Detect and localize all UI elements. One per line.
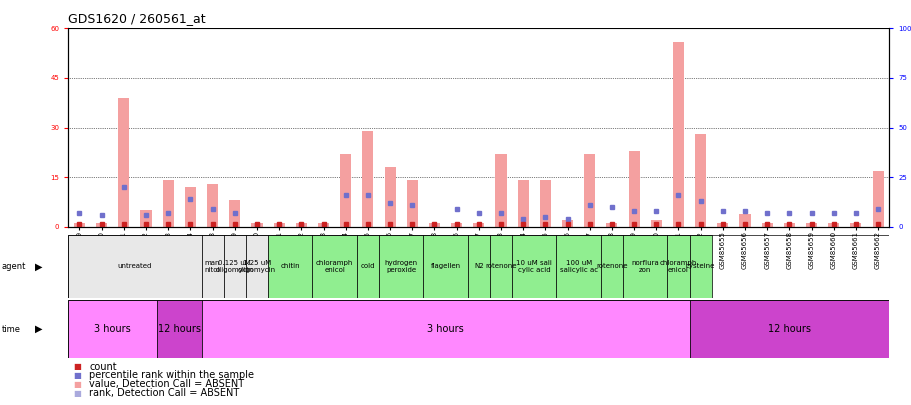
- Bar: [229, 200, 241, 227]
- Bar: [68, 235, 201, 298]
- Text: agent: agent: [2, 262, 26, 271]
- Bar: [872, 171, 883, 227]
- Bar: [694, 134, 705, 227]
- Text: 12 hours: 12 hours: [158, 324, 200, 334]
- Bar: [384, 167, 395, 227]
- Bar: [650, 220, 661, 227]
- Bar: [96, 224, 107, 227]
- Bar: [511, 235, 556, 298]
- Text: 100 uM
salicylic ac: 100 uM salicylic ac: [559, 260, 597, 273]
- Text: 1.25 uM
oligomycin: 1.25 uM oligomycin: [238, 260, 276, 273]
- Bar: [251, 224, 262, 227]
- Text: ■: ■: [73, 380, 81, 389]
- Bar: [268, 235, 312, 298]
- Bar: [340, 154, 351, 227]
- Bar: [406, 181, 417, 227]
- Text: value, Detection Call = ABSENT: value, Detection Call = ABSENT: [89, 379, 244, 389]
- Bar: [761, 224, 772, 227]
- Bar: [672, 42, 683, 227]
- Bar: [207, 184, 218, 227]
- Text: N2: N2: [474, 263, 483, 269]
- Bar: [517, 181, 528, 227]
- Bar: [223, 235, 246, 298]
- Bar: [362, 131, 373, 227]
- Bar: [74, 224, 85, 227]
- Text: ■: ■: [73, 371, 81, 380]
- Text: ▶: ▶: [35, 261, 42, 271]
- Bar: [473, 224, 484, 227]
- Text: GDS1620 / 260561_at: GDS1620 / 260561_at: [68, 12, 206, 25]
- Text: 12 hours: 12 hours: [767, 324, 810, 334]
- Bar: [118, 98, 129, 227]
- Bar: [295, 224, 306, 227]
- Bar: [185, 187, 196, 227]
- Bar: [689, 300, 888, 358]
- Text: count: count: [89, 362, 117, 371]
- Text: chloramph
enicol: chloramph enicol: [315, 260, 353, 273]
- Text: 0.125 uM
oligomycin: 0.125 uM oligomycin: [216, 260, 253, 273]
- Text: flagellen: flagellen: [430, 263, 460, 269]
- Bar: [356, 235, 379, 298]
- Bar: [451, 224, 462, 227]
- Bar: [495, 154, 506, 227]
- Text: chloramph
enicol: chloramph enicol: [659, 260, 696, 273]
- Text: man
nitol: man nitol: [205, 260, 220, 273]
- Text: rotenone: rotenone: [596, 263, 627, 269]
- Bar: [489, 235, 511, 298]
- Bar: [628, 151, 639, 227]
- Text: 3 hours: 3 hours: [95, 324, 131, 334]
- Bar: [68, 300, 157, 358]
- Text: norflura
zon: norflura zon: [630, 260, 659, 273]
- Bar: [584, 154, 595, 227]
- Bar: [312, 235, 356, 298]
- Bar: [539, 181, 550, 227]
- Text: 10 uM sali
cylic acid: 10 uM sali cylic acid: [516, 260, 551, 273]
- Bar: [739, 213, 750, 227]
- Bar: [162, 181, 174, 227]
- Bar: [622, 235, 667, 298]
- Text: chitin: chitin: [280, 263, 300, 269]
- Bar: [273, 224, 284, 227]
- Text: hydrogen
peroxide: hydrogen peroxide: [384, 260, 417, 273]
- Bar: [318, 224, 329, 227]
- Text: 3 hours: 3 hours: [426, 324, 464, 334]
- Text: ■: ■: [73, 389, 81, 398]
- Text: ■: ■: [73, 362, 81, 371]
- Text: ▶: ▶: [35, 324, 42, 334]
- Text: cysteine: cysteine: [685, 263, 714, 269]
- Bar: [606, 224, 617, 227]
- Bar: [423, 235, 467, 298]
- Text: cold: cold: [360, 263, 374, 269]
- Text: rotenone: rotenone: [485, 263, 517, 269]
- Text: percentile rank within the sample: percentile rank within the sample: [89, 371, 254, 380]
- Text: rank, Detection Call = ABSENT: rank, Detection Call = ABSENT: [89, 388, 240, 398]
- Bar: [428, 224, 439, 227]
- Bar: [140, 210, 151, 227]
- Bar: [379, 235, 423, 298]
- Bar: [849, 224, 861, 227]
- Bar: [467, 235, 489, 298]
- Bar: [201, 235, 223, 298]
- Bar: [600, 235, 622, 298]
- Bar: [689, 235, 711, 298]
- Bar: [157, 300, 201, 358]
- Bar: [556, 235, 600, 298]
- Bar: [827, 224, 838, 227]
- Bar: [783, 224, 794, 227]
- Bar: [716, 224, 728, 227]
- Bar: [805, 224, 816, 227]
- Bar: [667, 235, 689, 298]
- Bar: [561, 220, 572, 227]
- Bar: [201, 300, 689, 358]
- Text: time: time: [2, 324, 21, 334]
- Bar: [246, 235, 268, 298]
- Text: untreated: untreated: [118, 263, 152, 269]
